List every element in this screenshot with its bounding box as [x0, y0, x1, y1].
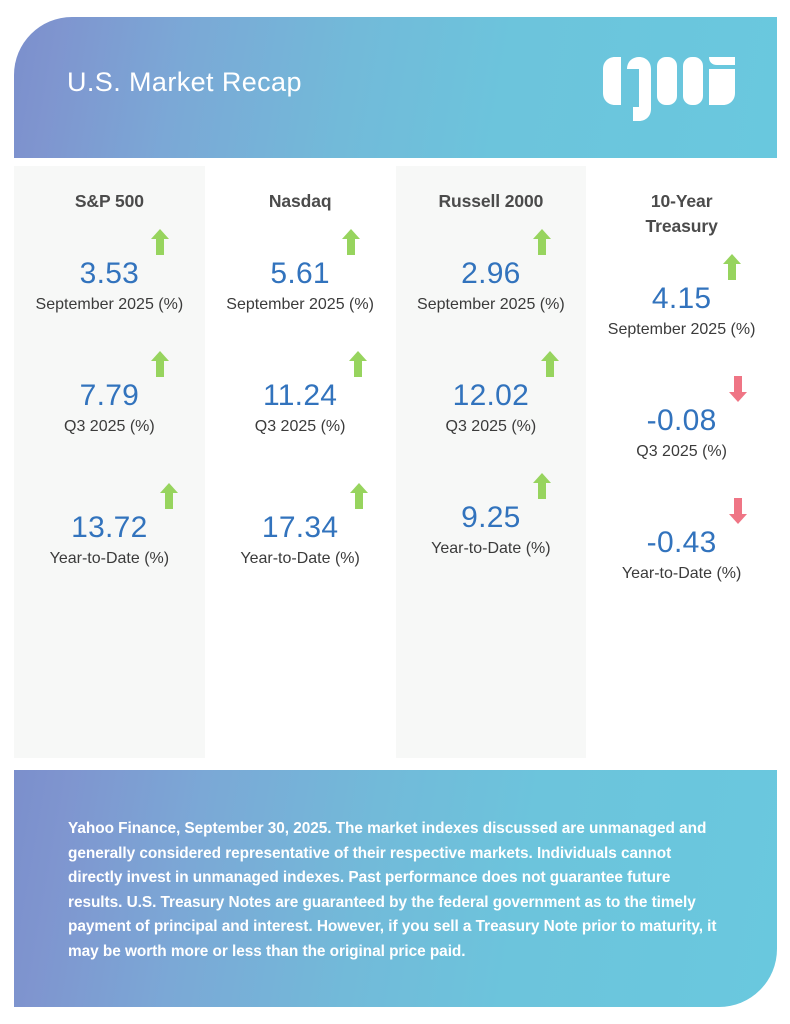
- metric-item: 7.79 Q3 2025 (%): [14, 351, 205, 438]
- metric-label: Year-to-Date (%): [240, 550, 360, 567]
- metric-item: 12.02 Q3 2025 (%): [396, 351, 587, 438]
- column-title: Nasdaq: [268, 191, 332, 211]
- arrow-up-icon: [341, 229, 360, 255]
- arrow-up-icon: [151, 229, 170, 255]
- metric-label: Year-to-Date (%): [621, 565, 742, 582]
- metric-label: September 2025 (%): [226, 296, 374, 313]
- header-banner: U.S. Market Recap: [14, 17, 777, 158]
- metric-label: September 2025 (%): [35, 296, 184, 313]
- column-10-year-treasury: 10-Year Treasury 4.15 September 2025 (%)…: [586, 166, 777, 758]
- footer-banner: Yahoo Finance, September 30, 2025. The m…: [14, 770, 777, 1007]
- metric-value: 17.34: [261, 511, 339, 544]
- metric-item: -0.08 Q3 2025 (%): [586, 376, 777, 463]
- metric-value: 4.15: [651, 282, 712, 315]
- metric-value: -0.08: [646, 404, 717, 437]
- column-sp500: S&P 500 3.53 September 2025 (%) 7.79: [14, 166, 205, 758]
- arrow-down-icon: [728, 376, 747, 402]
- metric-item: 11.24 Q3 2025 (%): [205, 351, 396, 438]
- arrow-up-icon: [350, 483, 369, 509]
- disclaimer-text: Yahoo Finance, September 30, 2025. The m…: [68, 820, 717, 960]
- metric-value: 11.24: [262, 379, 338, 412]
- metric-value: 2.96: [461, 257, 521, 290]
- metric-list: 3.53 September 2025 (%) 7.79 Q3 20: [14, 214, 205, 570]
- metric-item: 17.34 Year-to-Date (%): [205, 483, 396, 570]
- metric-label: September 2025 (%): [607, 321, 756, 338]
- arrow-up-icon: [541, 351, 560, 377]
- arrow-up-icon: [532, 229, 551, 255]
- arrow-up-icon: [723, 254, 742, 280]
- metric-item: 9.25 Year-to-Date (%): [396, 473, 587, 560]
- arrow-up-icon: [151, 351, 170, 377]
- metric-list: 4.15 September 2025 (%) -0.08 Q3 2: [586, 239, 777, 585]
- column-title: Russell 2000: [438, 191, 544, 211]
- page-title: U.S. Market Recap: [67, 67, 302, 97]
- arrow-up-icon: [349, 351, 368, 377]
- metric-item: 2.96 September 2025 (%): [396, 229, 587, 316]
- metric-value: 12.02: [452, 379, 530, 412]
- metrics-grid: S&P 500 3.53 September 2025 (%) 7.79: [14, 166, 777, 758]
- company-logo: [601, 55, 737, 123]
- column-russell-2000: Russell 2000 2.96 September 2025 (%) 12.…: [395, 166, 587, 758]
- metric-label: Q3 2025 (%): [254, 418, 346, 435]
- metric-list: 5.61 September 2025 (%) 11.24 Q3 2: [205, 214, 396, 570]
- metric-item: 13.72 Year-to-Date (%): [14, 483, 205, 570]
- metric-value: -0.43: [646, 526, 717, 559]
- metric-list: 2.96 September 2025 (%) 12.02 Q3 2: [396, 214, 587, 560]
- metric-label: Year-to-Date (%): [431, 540, 551, 557]
- column-title: S&P 500: [74, 191, 144, 211]
- metric-label: September 2025 (%): [417, 296, 565, 313]
- metric-item: 4.15 September 2025 (%): [586, 254, 777, 341]
- metric-label: Q3 2025 (%): [64, 418, 155, 435]
- metric-value: 9.25: [461, 501, 521, 534]
- metric-value: 13.72: [71, 511, 148, 544]
- arrow-up-icon: [159, 483, 178, 509]
- arrow-down-icon: [728, 498, 747, 524]
- column-nasdaq: Nasdaq 5.61 September 2025 (%) 11.24: [204, 166, 396, 758]
- metric-value: 7.79: [79, 379, 140, 412]
- arrow-up-icon: [532, 473, 551, 499]
- metric-value: 5.61: [270, 257, 330, 290]
- metric-label: Year-to-Date (%): [49, 550, 170, 567]
- metric-value: 3.53: [79, 257, 140, 290]
- metric-item: 3.53 September 2025 (%): [14, 229, 205, 316]
- metric-item: 5.61 September 2025 (%): [205, 229, 396, 316]
- metric-item: -0.43 Year-to-Date (%): [586, 498, 777, 585]
- metric-label: Q3 2025 (%): [636, 443, 727, 460]
- metric-label: Q3 2025 (%): [445, 418, 537, 435]
- column-title: 10-Year Treasury: [645, 191, 718, 236]
